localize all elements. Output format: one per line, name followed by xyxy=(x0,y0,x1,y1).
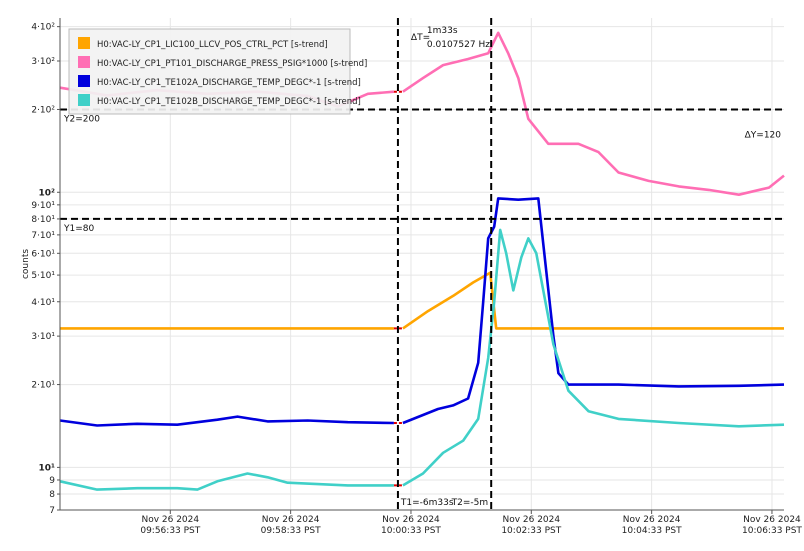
y-tick-label: 3·10² xyxy=(31,57,55,67)
grid xyxy=(60,18,784,511)
legend-swatch xyxy=(78,56,90,68)
y-axis-label: counts xyxy=(21,249,31,279)
y-tick-label: 2·10¹ xyxy=(31,381,55,391)
series-line xyxy=(402,228,785,487)
series-layer xyxy=(59,31,785,491)
cursor-t2-label: T2=-5m xyxy=(451,498,489,508)
legend: H0:VAC-LY_CP1_LIC100_LLCV_POS_CTRL_PCT [… xyxy=(68,28,367,115)
legend-swatch xyxy=(78,37,90,49)
legend-label: H0:VAC-LY_CP1_PT101_DISCHARGE_PRESS_PSIG… xyxy=(97,59,367,69)
cursor-t1-label: T1=-6m33s xyxy=(400,498,454,508)
y-tick-label: 2·10² xyxy=(31,105,55,115)
y-tick-label: 5·10¹ xyxy=(31,271,55,281)
y-tick-label: 7·10¹ xyxy=(31,231,55,241)
x-tick-label-date: Nov 26 2024 xyxy=(382,515,440,525)
delta-t-value: 1m33s xyxy=(427,26,458,36)
legend-swatch xyxy=(78,94,90,106)
axes: 7 8 9 10¹ 2·10¹ 3·10¹ 4·10¹ 5·10¹ 6·10¹ 7·10¹ 8·10… xyxy=(31,18,802,536)
legend-box xyxy=(68,28,351,115)
legend-label: H0:VAC-LY_CP1_TE102A_DISCHARGE_TEMP_DEGC… xyxy=(97,78,361,88)
x-tick-label-time: 10:02:33 PST xyxy=(501,526,561,536)
y-tick-label: 9 xyxy=(49,476,55,486)
x-tick-label-time: 10:06:33 PST xyxy=(742,526,802,536)
series-line xyxy=(59,415,394,427)
y-tick-label: 4·10¹ xyxy=(31,298,55,308)
x-tick-label-date: Nov 26 2024 xyxy=(502,515,560,525)
x-tick-label-date: Nov 26 2024 xyxy=(623,515,681,525)
legend-label: H0:VAC-LY_CP1_LIC100_LLCV_POS_CTRL_PCT [… xyxy=(97,40,328,50)
delta-t-label: ΔT= xyxy=(411,33,430,43)
y-tick-label: 10¹ xyxy=(39,463,56,473)
x-tick-label-time: 10:04:33 PST xyxy=(622,526,682,536)
gap-layer xyxy=(393,90,403,487)
series-line xyxy=(402,197,785,425)
x-tick-label-date: Nov 26 2024 xyxy=(262,515,320,525)
y-tick-label: 10² xyxy=(39,188,56,198)
delta-t-freq: 0.0107527 Hz xyxy=(427,40,490,50)
series-1 xyxy=(59,271,785,330)
x-tick-label-time: 09:58:33 PST xyxy=(261,526,321,536)
y-tick-label: 9·10¹ xyxy=(31,201,55,211)
delta-y-label: ΔY=120 xyxy=(745,131,782,141)
y-tick-label: 8 xyxy=(49,490,55,500)
x-tick-label-time: 09:56:33 PST xyxy=(140,526,200,536)
legend-label: H0:VAC-LY_CP1_TE102B_DISCHARGE_TEMP_DEGC… xyxy=(97,97,361,107)
legend-swatch xyxy=(78,75,90,87)
x-tick-label-date: Nov 26 2024 xyxy=(141,515,199,525)
cursor-y1-label: Y1=80 xyxy=(63,224,94,234)
y-tick-label: 3·10¹ xyxy=(31,332,55,342)
cursor-y2-label: Y2=200 xyxy=(63,114,100,124)
y-tick-label: 6·10¹ xyxy=(31,249,55,259)
y-tick-label: 7 xyxy=(49,506,55,516)
x-tick-label-time: 10:00:33 PST xyxy=(381,526,441,536)
y-tick-label: 4·10² xyxy=(31,23,55,33)
x-tick-label-date: Nov 26 2024 xyxy=(743,515,801,525)
series-3 xyxy=(59,197,785,427)
y-tick-label: 8·10¹ xyxy=(31,215,55,225)
